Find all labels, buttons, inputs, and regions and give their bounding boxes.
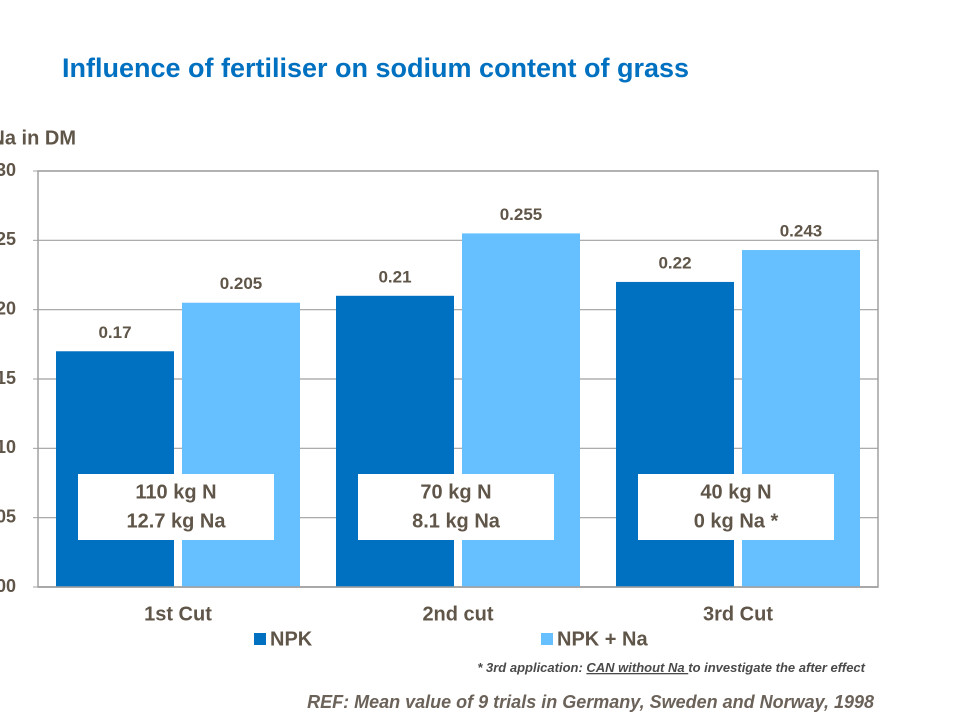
- y-tick-label: 0.15: [0, 368, 16, 388]
- footnote-underlined: CAN without Na: [586, 660, 688, 675]
- legend-label: NPK: [270, 628, 313, 650]
- annotation: 110 kg N: [135, 481, 216, 503]
- y-tick-label: 0.20: [0, 298, 16, 318]
- y-axis-title: % Na in DM: [0, 127, 76, 149]
- y-tick-label: 0.00: [0, 576, 16, 596]
- legend-swatch: [254, 633, 266, 645]
- annotation-box: [638, 474, 834, 540]
- bar: [336, 295, 454, 587]
- bar: [182, 302, 300, 587]
- y-tick-label: 0.30: [0, 160, 16, 180]
- reference: REF: Mean value of 9 trials in Germany, …: [307, 692, 874, 712]
- x-tick-label: 3rd Cut: [703, 603, 773, 625]
- chart-title: Influence of fertiliser on sodium conten…: [62, 53, 689, 83]
- legend-label: NPK + Na: [557, 628, 648, 650]
- y-tick-label: 0.25: [0, 229, 16, 249]
- value-label: 0.17: [98, 323, 131, 342]
- bar: [616, 281, 734, 587]
- annotation: 8.1 kg Na: [412, 510, 501, 532]
- y-tick-label: 0.10: [0, 437, 16, 457]
- value-label: 0.243: [780, 222, 823, 241]
- annotation-box: [358, 474, 554, 540]
- annotation: 40 kg N: [700, 481, 771, 503]
- value-label: 0.22: [658, 253, 691, 272]
- x-tick-label: 1st Cut: [144, 603, 212, 625]
- annotation: 0 kg Na *: [694, 510, 779, 532]
- annotation: 12.7 kg Na: [127, 510, 227, 532]
- y-tick-label: 0.05: [0, 506, 16, 526]
- annotation: 70 kg N: [420, 481, 491, 503]
- value-label: 0.205: [220, 274, 263, 293]
- x-tick-label: 2nd cut: [422, 603, 493, 625]
- legend-swatch: [541, 633, 553, 645]
- footnote: * 3rd application: CAN without Na to inv…: [477, 660, 865, 675]
- bar: [56, 351, 174, 587]
- value-label: 0.255: [500, 205, 543, 224]
- annotation-box: [78, 474, 274, 540]
- footnote-text: to investigate the after effect: [688, 660, 865, 675]
- footnote-text: * 3rd application:: [477, 660, 586, 675]
- value-label: 0.21: [378, 267, 411, 286]
